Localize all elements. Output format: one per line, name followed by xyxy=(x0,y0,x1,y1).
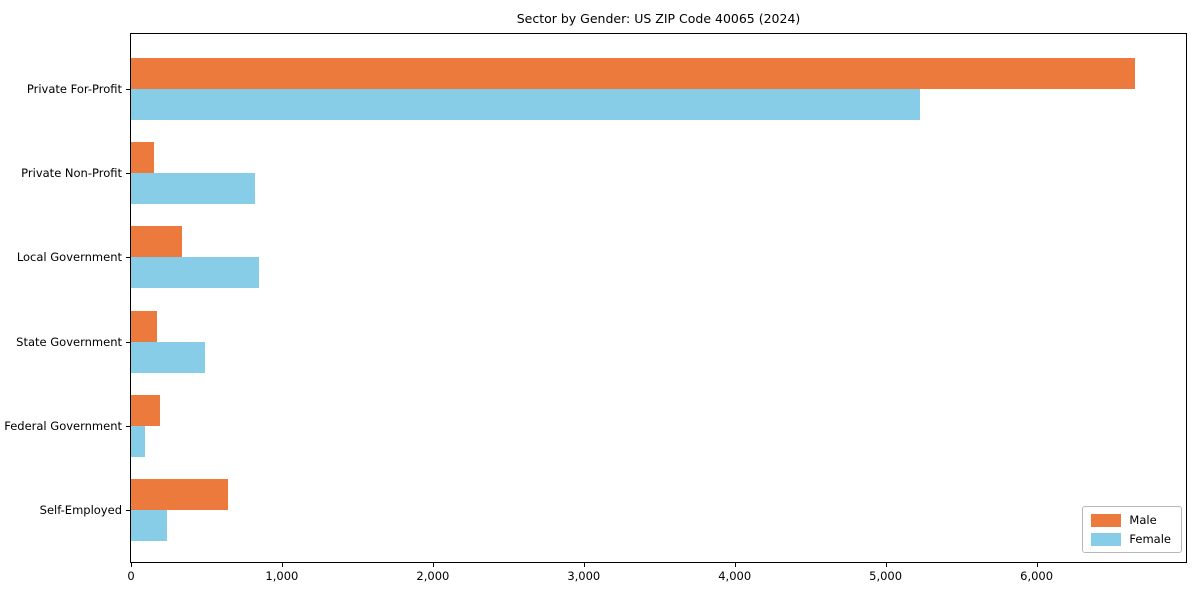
chart-title: Sector by Gender: US ZIP Code 40065 (202… xyxy=(516,11,801,26)
x-tick-mark xyxy=(885,563,887,567)
legend-label-female: Female xyxy=(1129,532,1171,546)
y-tick-mark xyxy=(126,257,130,259)
x-tick-mark xyxy=(131,563,132,567)
x-tick-label: 6,000 xyxy=(1020,569,1054,583)
bar-female-2 xyxy=(131,173,255,205)
bar-male-5 xyxy=(131,394,160,426)
x-axis: 0 1,000 2,000 3,000 4,000 5,000 6,000 xyxy=(127,563,1186,587)
legend-entry-female: Female xyxy=(1091,532,1171,546)
legend-label-male: Male xyxy=(1129,513,1157,527)
legend-swatch-female xyxy=(1091,532,1122,546)
x-tick-mark xyxy=(432,563,434,567)
x-tick-label: 3,000 xyxy=(567,569,601,583)
bar-female-6 xyxy=(131,510,168,541)
x-tick-label: 1,000 xyxy=(265,569,299,583)
y-tick-mark xyxy=(126,510,130,511)
legend-swatch-male xyxy=(1091,513,1122,527)
bar-female-5 xyxy=(131,425,145,457)
x-tick-mark xyxy=(734,563,736,567)
bar-female-1 xyxy=(131,89,921,120)
y-tick-mark xyxy=(126,173,130,175)
x-tick-mark xyxy=(1036,563,1038,567)
bar-male-2 xyxy=(131,142,154,174)
y-tick-mark xyxy=(126,89,130,90)
legend-entry-male: Male xyxy=(1091,513,1171,527)
bar-male-6 xyxy=(131,479,228,510)
x-tick-label: 0 xyxy=(127,569,135,583)
x-tick-label: 4,000 xyxy=(718,569,752,583)
plot-area: Male Female xyxy=(130,33,1187,563)
legend: Male Female xyxy=(1082,506,1182,553)
y-axis-label: Private For-Profit xyxy=(26,82,122,96)
x-tick-mark xyxy=(281,563,283,567)
y-axis-label: Federal Government xyxy=(4,418,122,433)
y-tick-mark xyxy=(126,341,130,343)
x-tick-label: 2,000 xyxy=(416,569,450,583)
y-axis-label: State Government xyxy=(16,334,122,349)
bar-male-3 xyxy=(131,226,183,258)
bar-male-1 xyxy=(131,58,1135,89)
bar-male-4 xyxy=(131,310,157,342)
y-tick-mark xyxy=(126,425,130,427)
bar-female-3 xyxy=(131,257,260,289)
y-axis-label: Local Government xyxy=(16,250,122,265)
x-tick-label: 5,000 xyxy=(869,569,903,583)
y-axis-label: Self-Employed xyxy=(39,503,122,517)
y-axis-labels: Private For-Profit Private Non-Profit Loca… xyxy=(0,34,126,562)
x-tick-mark xyxy=(583,563,585,567)
y-axis-label: Private Non-Profit xyxy=(21,166,122,181)
bar-female-4 xyxy=(131,341,205,373)
